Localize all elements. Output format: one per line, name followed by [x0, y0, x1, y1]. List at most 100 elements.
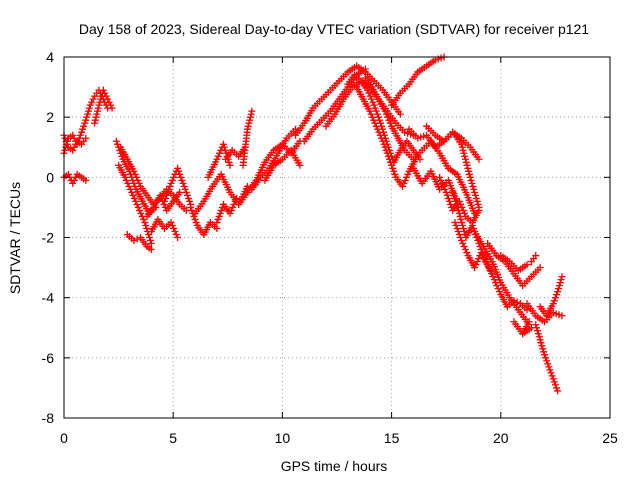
data-point	[545, 363, 553, 371]
data-point	[443, 191, 451, 199]
data-point	[489, 273, 497, 281]
data-point	[187, 203, 195, 211]
data-point	[370, 101, 378, 109]
data-point	[179, 179, 187, 187]
data-point	[180, 182, 188, 190]
data-point	[79, 125, 87, 133]
data-point	[371, 104, 379, 112]
series-t4	[91, 86, 116, 127]
data-point	[114, 140, 122, 148]
data-point	[471, 264, 479, 272]
data-point	[137, 209, 145, 217]
y-tick-label: -6	[42, 350, 55, 366]
data-point	[537, 339, 545, 347]
data-point	[557, 276, 565, 284]
data-point	[128, 188, 136, 196]
data-point	[473, 197, 481, 205]
data-point	[495, 288, 503, 296]
data-point	[554, 285, 562, 293]
data-point	[368, 95, 376, 103]
data-point	[243, 125, 251, 133]
axis-ticks	[63, 56, 611, 419]
series-t28	[405, 125, 483, 163]
data-point	[89, 95, 97, 103]
data-point	[376, 116, 384, 124]
series-t21	[292, 62, 404, 139]
data-point	[121, 173, 129, 181]
series-t16	[213, 194, 241, 226]
data-point	[186, 197, 194, 205]
data-point	[226, 209, 234, 217]
data-point	[96, 98, 104, 106]
data-point	[454, 206, 462, 214]
data-point	[388, 161, 396, 169]
data-point	[82, 116, 90, 124]
data-point	[77, 128, 85, 136]
series-t11	[160, 164, 195, 208]
data-point	[536, 264, 544, 272]
data-point	[437, 176, 445, 184]
data-point	[70, 176, 78, 184]
data-point	[455, 230, 463, 238]
data-point	[467, 176, 475, 184]
data-point	[552, 384, 560, 392]
data-point	[174, 164, 182, 172]
data-point	[247, 110, 255, 118]
data-point	[61, 146, 69, 154]
data-point	[91, 119, 99, 127]
series-t40	[536, 273, 566, 320]
data-point	[248, 107, 256, 115]
data-point	[131, 170, 139, 178]
data-point	[456, 234, 464, 241]
data-point	[475, 155, 483, 163]
x-tick-label: 5	[169, 430, 177, 446]
data-point	[401, 176, 409, 184]
grid-lines	[64, 57, 610, 418]
data-point	[292, 125, 300, 133]
data-point	[536, 336, 544, 344]
y-tick-label: -2	[42, 230, 55, 246]
data-point	[182, 188, 190, 196]
data-point	[445, 197, 453, 205]
data-point	[191, 215, 199, 223]
data-point	[469, 182, 477, 190]
data-point	[184, 194, 192, 202]
data-point	[556, 279, 564, 287]
data-point	[69, 146, 77, 154]
data-point	[464, 164, 472, 172]
data-point	[142, 221, 150, 229]
data-point	[176, 170, 184, 178]
data-point	[130, 194, 138, 202]
data-point	[470, 224, 477, 232]
data-point	[449, 188, 457, 196]
data-point	[399, 182, 407, 190]
data-point	[379, 137, 387, 145]
data-point	[246, 113, 254, 121]
data-point	[172, 230, 180, 238]
data-point	[485, 264, 493, 272]
data-point	[122, 176, 130, 184]
data-point	[459, 146, 467, 154]
data-point	[384, 113, 392, 121]
data-point	[94, 104, 102, 112]
data-point	[460, 149, 468, 157]
data-point	[542, 354, 550, 362]
data-point	[461, 246, 469, 254]
data-point	[551, 294, 559, 302]
data-point	[69, 179, 77, 187]
series-t10	[147, 215, 182, 241]
data-point	[156, 191, 164, 199]
data-point	[523, 261, 531, 269]
data-point	[463, 161, 471, 169]
data-point	[552, 291, 560, 299]
data-point	[550, 378, 558, 386]
data-point	[244, 122, 252, 130]
data-point	[133, 200, 141, 208]
data-point	[380, 140, 388, 148]
data-point	[213, 218, 221, 226]
data-point	[452, 197, 460, 205]
series-t34	[471, 227, 531, 326]
data-point	[458, 143, 466, 151]
data-point	[164, 188, 172, 196]
